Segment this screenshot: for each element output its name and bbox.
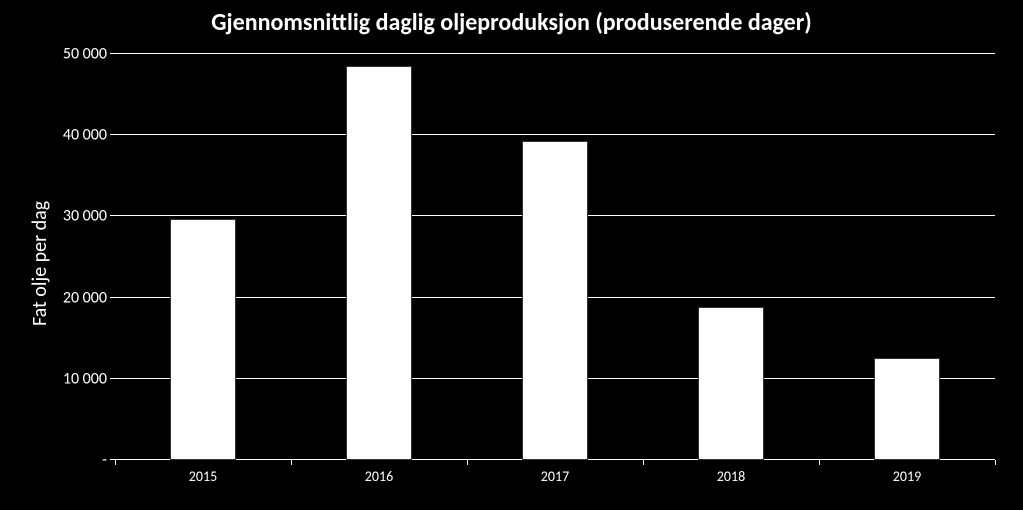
- y-tick-label: -: [102, 451, 115, 470]
- x-tick-label: 2016: [365, 468, 393, 485]
- x-tick-mark: [819, 460, 820, 465]
- x-tick-label: 2015: [189, 468, 217, 485]
- x-tick-label: 2017: [541, 468, 569, 485]
- x-tick-label: 2018: [717, 468, 745, 485]
- x-tick-mark: [995, 460, 996, 465]
- x-axis-area: 2015 2016 2017 2018 2019: [115, 460, 995, 500]
- bar: [522, 141, 589, 460]
- bar: [346, 66, 413, 460]
- chart-title: Gjennomsnittlig daglig oljeproduksjon (p…: [0, 8, 1023, 37]
- y-tick-label: 40 000: [63, 126, 115, 145]
- gridline: [115, 53, 995, 54]
- x-tick-label: 2019: [893, 468, 921, 485]
- y-tick-label: 30 000: [63, 207, 115, 226]
- bar: [874, 358, 941, 460]
- x-tick-mark: [467, 460, 468, 465]
- y-tick-label: 20 000: [63, 288, 115, 307]
- bar: [698, 307, 765, 460]
- x-tick-mark: [643, 460, 644, 465]
- x-tick-mark: [115, 460, 116, 465]
- plot-area: -10 00020 00030 00040 00050 000: [115, 54, 995, 460]
- y-tick-label: 50 000: [63, 45, 115, 64]
- gridline: [115, 134, 995, 135]
- x-tick-mark: [291, 460, 292, 465]
- bar: [170, 219, 237, 460]
- y-tick-label: 10 000: [63, 369, 115, 388]
- oil-production-chart: Gjennomsnittlig daglig oljeproduksjon (p…: [0, 0, 1023, 510]
- y-axis-label: Fat olje per dag: [28, 201, 52, 326]
